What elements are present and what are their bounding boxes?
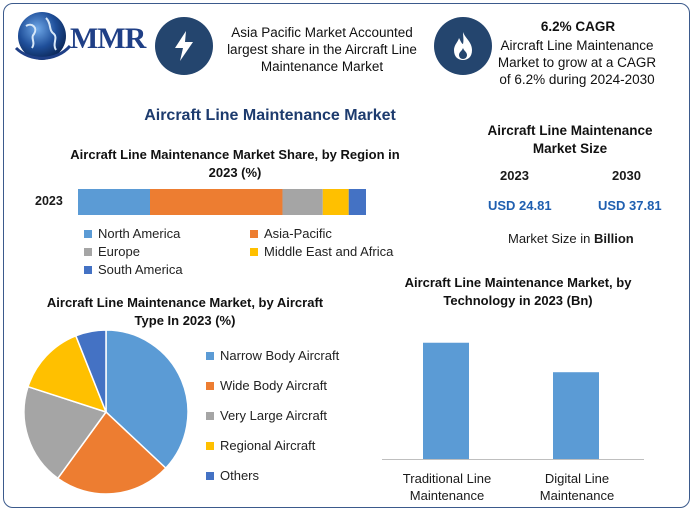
region-highlight-text: Asia Pacific Market Accounted largest sh… xyxy=(227,25,417,74)
market-size-value-2030: USD 37.81 xyxy=(598,198,662,213)
cagr-title: 6.2% CAGR xyxy=(540,19,616,34)
flame-icon xyxy=(454,32,472,60)
legend-label: Asia-Pacific xyxy=(264,226,332,241)
market-size-value-2023: USD 24.81 xyxy=(488,198,552,213)
flame-badge xyxy=(434,17,492,75)
legend-label: Narrow Body Aircraft xyxy=(220,348,340,363)
legend-swatch xyxy=(206,411,214,420)
technology-chart-title: Aircraft Line Maintenance Market, by Tec… xyxy=(404,275,632,308)
legend-swatch xyxy=(206,471,214,480)
lightning-badge xyxy=(155,17,213,75)
legend-label: Very Large Aircraft xyxy=(220,408,327,423)
legend-swatch xyxy=(206,351,214,360)
aircraft-type-legend: Narrow Body Aircraft Wide Body Aircraft … xyxy=(206,348,376,488)
legend-label: Others xyxy=(220,468,260,483)
region-bar-category-label: 2023 xyxy=(35,194,63,208)
region-legend: North America Asia-Pacific Europe Middle… xyxy=(84,226,414,278)
logo: MMR xyxy=(12,8,146,68)
pie-slice-regional-aircraft xyxy=(27,334,108,414)
legend-swatch xyxy=(250,247,258,256)
market-size-note: Market Size in Billion xyxy=(508,231,634,246)
legend-europe: Europe xyxy=(84,244,140,259)
market-size-year-2023: 2023 xyxy=(500,168,529,183)
globe-icon xyxy=(14,12,72,60)
technology-bar-digital xyxy=(553,372,599,459)
technology-bar-traditional xyxy=(423,342,469,459)
region-bar-segment-north-america xyxy=(78,189,150,215)
market-size-note-prefix: Market Size in xyxy=(508,231,594,246)
legend-narrow-body: Narrow Body Aircraft xyxy=(206,348,339,363)
legend-swatch xyxy=(206,381,214,390)
legend-wide-body: Wide Body Aircraft xyxy=(206,378,327,393)
region-bar-segment-south-america xyxy=(348,189,366,215)
main-title: Aircraft Line Maintenance Market xyxy=(144,107,396,124)
technology-x-label-digital: Digital Line Maintenance xyxy=(539,471,615,503)
market-size-note-unit: Billion xyxy=(593,231,634,246)
legend-swatch xyxy=(206,441,214,450)
technology-bar-chart xyxy=(382,342,644,460)
legend-middle-east-africa: Middle East and Africa xyxy=(250,244,393,259)
pie-slice-others xyxy=(74,329,107,413)
logo-text: MMR xyxy=(70,22,146,55)
region-bar-segment-asia-pacific xyxy=(150,189,283,215)
legend-asia-pacific: Asia-Pacific xyxy=(250,226,332,241)
legend-swatch xyxy=(84,229,92,238)
aircraft-type-chart-title: Aircraft Line Maintenance Market, by Air… xyxy=(46,295,324,328)
lightning-icon xyxy=(175,31,193,61)
legend-label: North America xyxy=(98,226,181,241)
market-size-year-2030: 2030 xyxy=(612,168,641,183)
pie-slice-wide-body-aircraft xyxy=(56,410,167,495)
legend-swatch xyxy=(84,247,92,256)
legend-north-america: North America xyxy=(84,226,180,241)
legend-swatch xyxy=(250,229,258,238)
region-bar-segment-europe xyxy=(282,189,323,215)
legend-swatch xyxy=(84,265,92,274)
legend-label: Regional Aircraft xyxy=(220,438,316,453)
region-stacked-bar xyxy=(78,189,366,215)
market-size-title: Aircraft Line Maintenance Market Size xyxy=(487,123,653,156)
legend-label: Wide Body Aircraft xyxy=(220,378,327,393)
legend-label: South America xyxy=(98,262,183,277)
region-bar-segment-middle-east-and-africa xyxy=(322,189,349,215)
legend-very-large: Very Large Aircraft xyxy=(206,408,327,423)
legend-others: Others xyxy=(206,468,259,483)
region-chart-title: Aircraft Line Maintenance Market Share, … xyxy=(70,147,400,180)
aircraft-type-pie xyxy=(23,329,189,495)
legend-south-america: South America xyxy=(84,262,183,277)
pie-slice-narrow-body-aircraft xyxy=(105,329,189,470)
legend-label: Europe xyxy=(98,244,140,259)
legend-label: Middle East and Africa xyxy=(264,244,394,259)
pie-slice-very-large-aircraft xyxy=(23,385,108,480)
technology-x-label-traditional: Traditional Line Maintenance xyxy=(402,471,492,503)
legend-regional: Regional Aircraft xyxy=(206,438,315,453)
infographic-frame xyxy=(3,3,690,508)
cagr-text: Aircraft Line Maintenance Market to grow… xyxy=(497,38,657,87)
